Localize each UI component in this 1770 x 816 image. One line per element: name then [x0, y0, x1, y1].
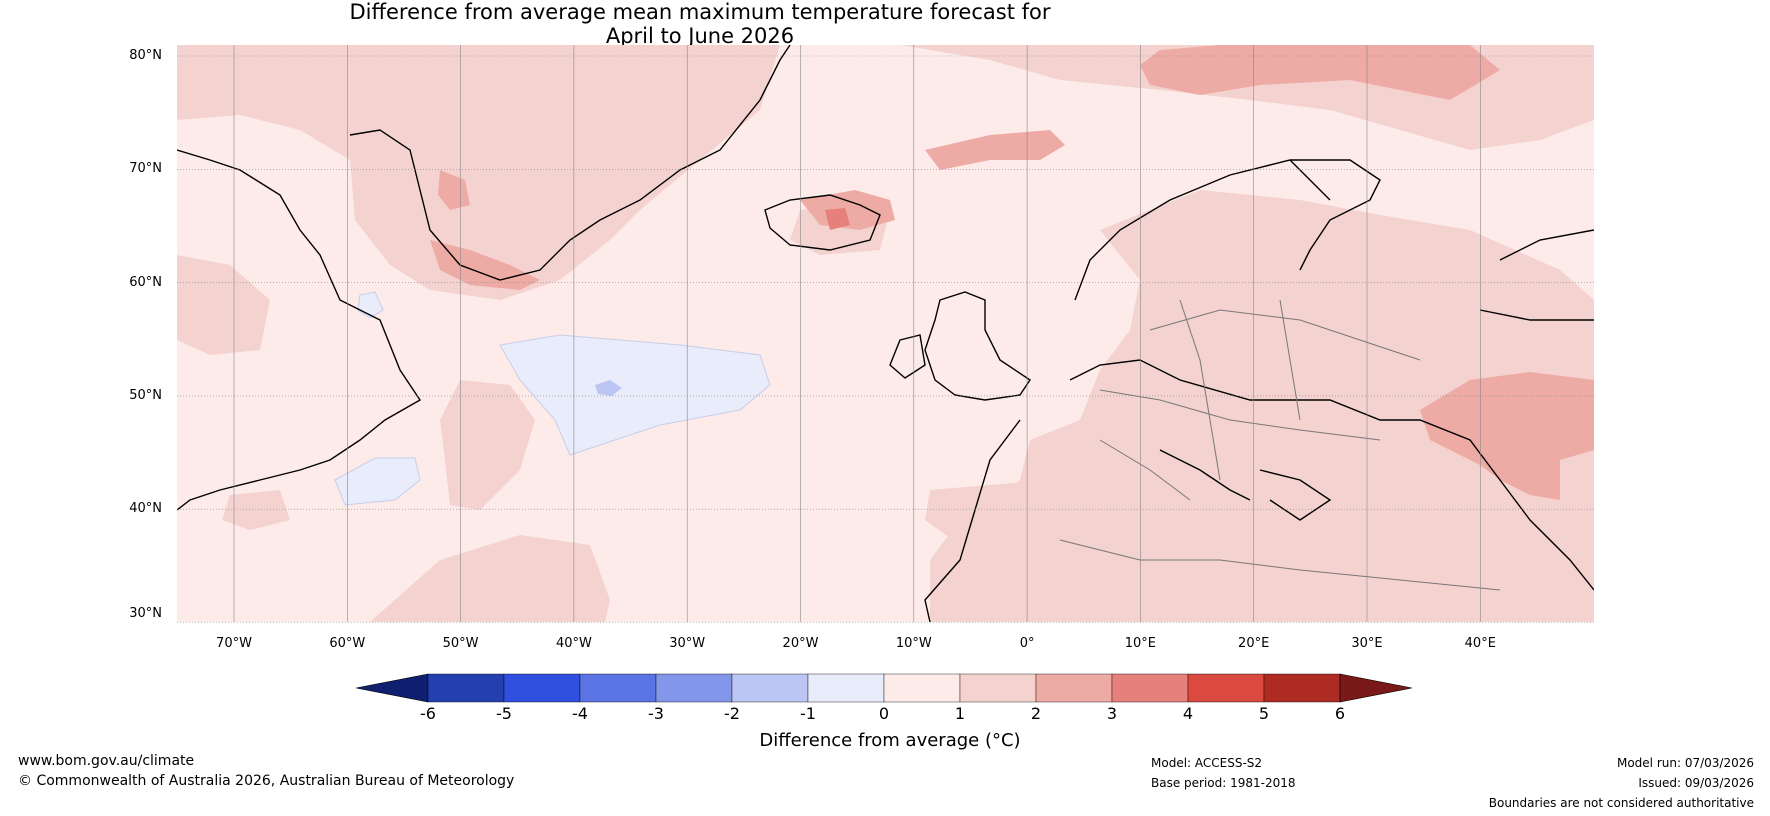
- latitude-label: 50°N: [129, 387, 162, 403]
- latitude-label: 70°N: [129, 161, 162, 177]
- longitude-label: 20°W: [782, 636, 819, 651]
- longitude-label: 50°W: [442, 636, 479, 651]
- longitude-label: 20°E: [1238, 636, 1270, 651]
- colorbar-tick: -1: [800, 704, 816, 723]
- colorbar-tick: 4: [1182, 704, 1194, 723]
- colorbar-segment: [655, 673, 733, 703]
- longitude-label: 10°W: [895, 636, 932, 651]
- colorbar-extend-low: [355, 673, 429, 703]
- colorbar-tick: 0: [878, 704, 890, 723]
- longitude-label: 40°W: [555, 636, 592, 651]
- coastlines: [177, 45, 1594, 622]
- colorbar-segment: [731, 673, 809, 703]
- model-text: Model: ACCESS-S2: [1151, 756, 1263, 770]
- country-borders: [1059, 299, 1501, 591]
- colorbar-tick: 3: [1106, 704, 1118, 723]
- anomaly-neg1-0-regions: [334, 291, 771, 506]
- colorbar-tick: -3: [648, 704, 664, 723]
- colorbar-tick: 6: [1334, 704, 1346, 723]
- colorbar-segment: [959, 673, 1037, 703]
- map-area: [177, 45, 1594, 622]
- colorbar-segment: [807, 673, 885, 703]
- disclaimer-text: Boundaries are not considered authoritat…: [1488, 796, 1754, 810]
- anomaly-1-2-regions: [177, 45, 1594, 622]
- longitude-label: 10°E: [1124, 636, 1157, 651]
- colorbar-extend-high: [1339, 673, 1413, 703]
- copyright-text: © Commonwealth of Australia 2026, Austra…: [18, 773, 515, 789]
- title-line-2: April to June 2026: [605, 24, 795, 48]
- colorbar-tick: -4: [572, 704, 588, 723]
- colorbar-tick: -6: [420, 704, 436, 723]
- base-period-text: Base period: 1981-2018: [1151, 776, 1296, 790]
- longitude-label: 60°W: [329, 636, 366, 651]
- colorbar-segment: [579, 673, 657, 703]
- website-link[interactable]: www.bom.gov.au/climate: [18, 753, 195, 769]
- latitude-label: 80°N: [129, 48, 162, 63]
- title-line-1: Difference from average mean maximum tem…: [349, 0, 1051, 24]
- anomaly-3-4-regions: [825, 208, 850, 230]
- colorbar-tick: 5: [1258, 704, 1270, 723]
- colorbar-segment: [503, 673, 581, 703]
- graticule: [177, 45, 1594, 623]
- model-run-text: Model run: 07/03/2026: [1616, 756, 1754, 770]
- issued-text: Issued: 09/03/2026: [1638, 776, 1754, 790]
- anomaly-2-3-regions: [430, 45, 1594, 500]
- colorbar: [355, 673, 1413, 703]
- longitude-label: 30°W: [669, 636, 706, 651]
- colorbar-segment: [883, 673, 961, 703]
- latitude-label: 60°N: [129, 274, 162, 290]
- colorbar-segment: [1111, 673, 1189, 703]
- latitude-label: 40°N: [129, 501, 162, 517]
- colorbar-segment: [1187, 673, 1265, 703]
- longitude-label: 30°E: [1351, 636, 1383, 651]
- colorbar-tick: 1: [954, 704, 966, 723]
- colorbar-segment: [1035, 673, 1113, 703]
- colorbar-segment: [1263, 673, 1341, 703]
- latitude-label: 30°N: [129, 606, 162, 621]
- longitude-label: 70°W: [216, 636, 252, 651]
- anomaly-neg2-neg1-region: [595, 380, 622, 396]
- colorbar-label: Difference from average (°C): [759, 730, 1021, 751]
- longitude-label: 40°E: [1464, 636, 1496, 651]
- colorbar-tick: -5: [496, 704, 512, 723]
- colorbar-tick: -2: [724, 704, 740, 723]
- colorbar-segment: [427, 673, 505, 703]
- longitude-label: 0°: [1019, 636, 1035, 651]
- map-title: Difference from average mean maximum tem…: [0, 0, 1400, 48]
- colorbar-tick: 2: [1030, 704, 1042, 723]
